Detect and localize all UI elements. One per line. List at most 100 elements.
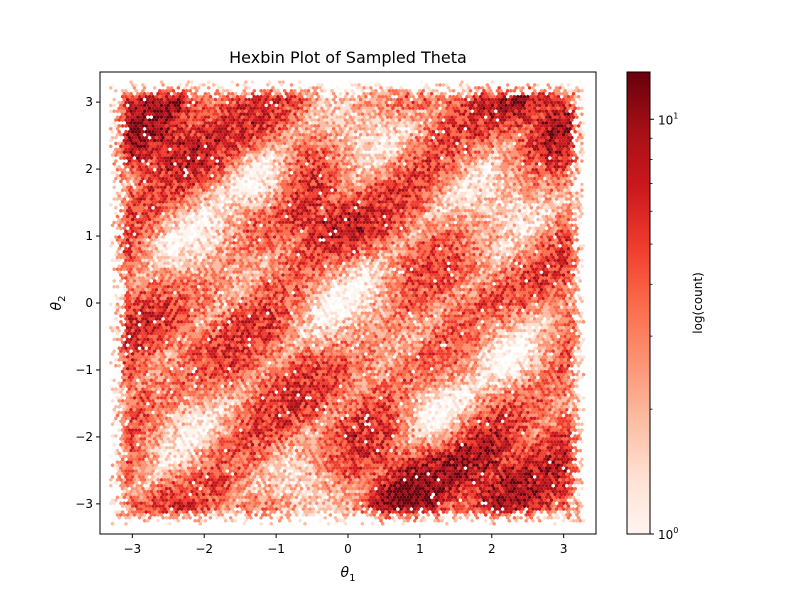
hexbin-cell	[394, 88, 398, 93]
hexbin-cell	[146, 91, 150, 96]
hexbin-cell	[240, 97, 245, 102]
hexbin-cell	[480, 85, 484, 90]
hexbin-cell	[389, 85, 393, 90]
hexbin-cell	[193, 85, 197, 90]
hexbin-cell	[413, 97, 417, 102]
hexbin-cell	[271, 85, 275, 90]
hexbin-cell	[570, 88, 574, 93]
hexbin-cell	[281, 103, 285, 108]
hexbin-cell	[215, 100, 219, 105]
hexbin-cell	[117, 100, 121, 105]
hexbin-cell	[369, 91, 373, 96]
hexbin-cell	[372, 91, 376, 96]
hexbin-cell	[365, 97, 370, 102]
hexbin-cell	[166, 91, 170, 96]
hexbin-cell	[288, 103, 292, 108]
hexbin-cell	[217, 91, 221, 96]
hexbin-cell	[506, 100, 510, 105]
hexbin-cell	[477, 97, 481, 102]
hexbin-cell	[451, 88, 456, 93]
hexbin-cell	[387, 88, 392, 93]
hexbin-cell	[279, 94, 283, 99]
hexbin-cell	[234, 103, 238, 108]
hexbin-cell	[362, 97, 366, 102]
hexbin-cell	[173, 103, 177, 108]
hexbin-cell	[576, 94, 581, 99]
hexbin-cell	[311, 103, 316, 108]
hexbin-cell	[435, 83, 439, 87]
hexbin-cell	[350, 88, 354, 93]
hexbin-cell	[229, 94, 233, 99]
hexbin-cell	[337, 94, 341, 99]
hexbin-cell	[490, 97, 495, 102]
hexbin-cell	[544, 97, 549, 102]
hexbin-cell	[516, 94, 520, 99]
hexbin-cell	[112, 103, 116, 108]
hexbin-cell	[207, 85, 211, 90]
hexbin-cell	[185, 94, 189, 99]
hexbin-cell	[237, 103, 241, 108]
hexbin-cell	[173, 97, 177, 102]
hexbin-cell	[364, 83, 368, 87]
hexbin-cell	[359, 103, 363, 108]
hexbin-cell	[256, 94, 260, 99]
hexbin-cell	[440, 91, 444, 96]
hexbin-cell	[203, 97, 207, 102]
hexbin-cell	[391, 100, 395, 105]
hexbin-cell	[357, 94, 361, 99]
hexbin-cell	[430, 97, 434, 102]
hexbin-cell	[180, 97, 184, 102]
hexbin-cell	[397, 88, 402, 93]
hexbin-cell	[484, 97, 488, 102]
hexbin-cell	[262, 88, 267, 93]
hexbin-cell	[411, 94, 415, 99]
hexbin-cell	[126, 97, 130, 102]
hexbin-cell	[489, 94, 493, 99]
hexbin-cell	[185, 83, 189, 87]
hexbin-cell	[247, 97, 251, 102]
hexbin-cell	[389, 97, 393, 102]
hexbin-cell	[467, 85, 471, 90]
hexbin-cell	[232, 94, 236, 99]
hexbin-cell	[250, 80, 255, 84]
hexbin-cell	[272, 88, 277, 93]
hexbin-cell	[271, 97, 275, 102]
hexbin-cell	[548, 97, 552, 102]
hexbin-cell	[126, 91, 130, 96]
hexbin-cell	[186, 80, 191, 84]
hexbin-cell	[183, 91, 187, 96]
hexbin-cell	[470, 97, 474, 102]
hexbin-cell	[178, 94, 182, 99]
hexbin-cell	[289, 83, 294, 87]
hexbin-cell	[345, 103, 349, 108]
hexbin-cell	[310, 94, 314, 99]
hexbin-cell	[350, 94, 354, 99]
hexbin-cell	[521, 91, 525, 96]
hexbin-cell	[421, 88, 425, 93]
hexbin-cell	[367, 100, 371, 105]
hexbin-cell	[541, 97, 545, 102]
hexbin-cell	[333, 94, 338, 99]
hexbin-cell	[354, 100, 358, 105]
hexbin-cell	[175, 100, 179, 105]
hexbin-cell	[311, 97, 316, 102]
hexbin-cell	[381, 88, 385, 93]
hexbin-cell	[247, 103, 251, 108]
hexbin-cell	[332, 97, 336, 102]
hexbin-cell	[176, 103, 180, 108]
hexbin-cell	[325, 97, 329, 102]
hexbin-cell	[267, 103, 272, 108]
hexbin-cell	[217, 103, 221, 108]
hexbin-cell	[460, 85, 464, 90]
hexbin-cell	[235, 100, 240, 105]
hexbin-cell	[301, 103, 305, 108]
hexbin-cell	[320, 88, 324, 93]
hexbin-cell	[122, 91, 126, 96]
hexbin-cell	[435, 94, 439, 99]
hexbin-cell	[578, 80, 582, 84]
hexbin-cell	[131, 94, 135, 99]
hexbin-cell	[195, 88, 199, 93]
hexbin-cell	[360, 94, 365, 99]
hexbin-cell	[218, 100, 223, 105]
hexbin-cell	[318, 103, 322, 108]
